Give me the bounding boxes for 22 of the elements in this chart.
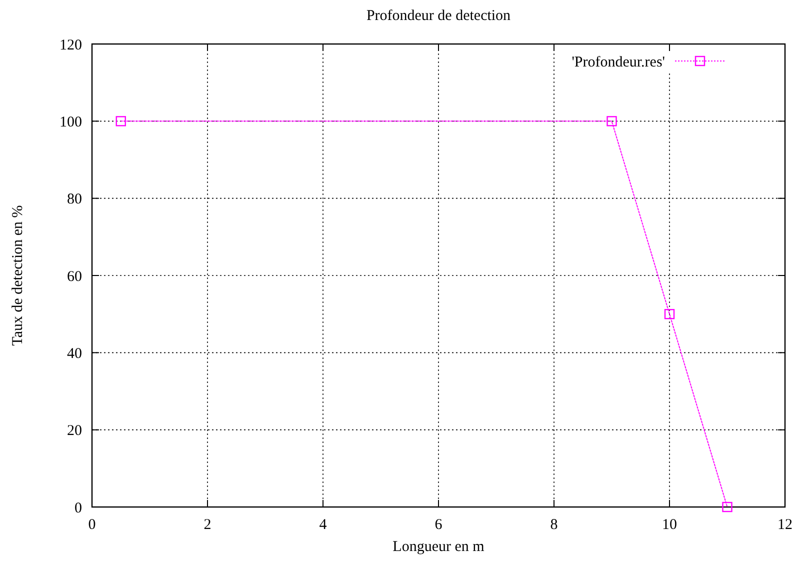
- point: [664, 308, 675, 320]
- x-tick-label: 10: [662, 517, 677, 533]
- x-tick-label: 6: [434, 517, 443, 533]
- x-axis-title: Longueur en m: [392, 539, 485, 555]
- y-tick-label: 20: [67, 423, 82, 440]
- legend-label: 'Profondeur.res': [572, 54, 666, 70]
- x-tick-label: 4: [319, 517, 328, 533]
- y-tick-label: 0: [74, 500, 82, 516]
- point: [722, 502, 732, 512]
- point: [116, 116, 126, 126]
- chart-title: Profondeur de detection: [366, 8, 512, 24]
- x-tick-label: 8: [550, 517, 558, 533]
- y-axis-title: Taux de detection en %: [10, 205, 26, 346]
- y-tick-label: 100: [60, 114, 82, 130]
- y-tick-label: 60: [67, 268, 82, 285]
- y-tick-label: 40: [67, 346, 82, 362]
- y-tick-label: 120: [60, 37, 82, 54]
- x-tick-label: 2: [204, 517, 212, 533]
- y-tick-label: 80: [67, 192, 82, 208]
- x-tick-label: 0: [88, 517, 96, 533]
- x-tick-label: 12: [778, 517, 792, 533]
- point: [606, 116, 617, 126]
